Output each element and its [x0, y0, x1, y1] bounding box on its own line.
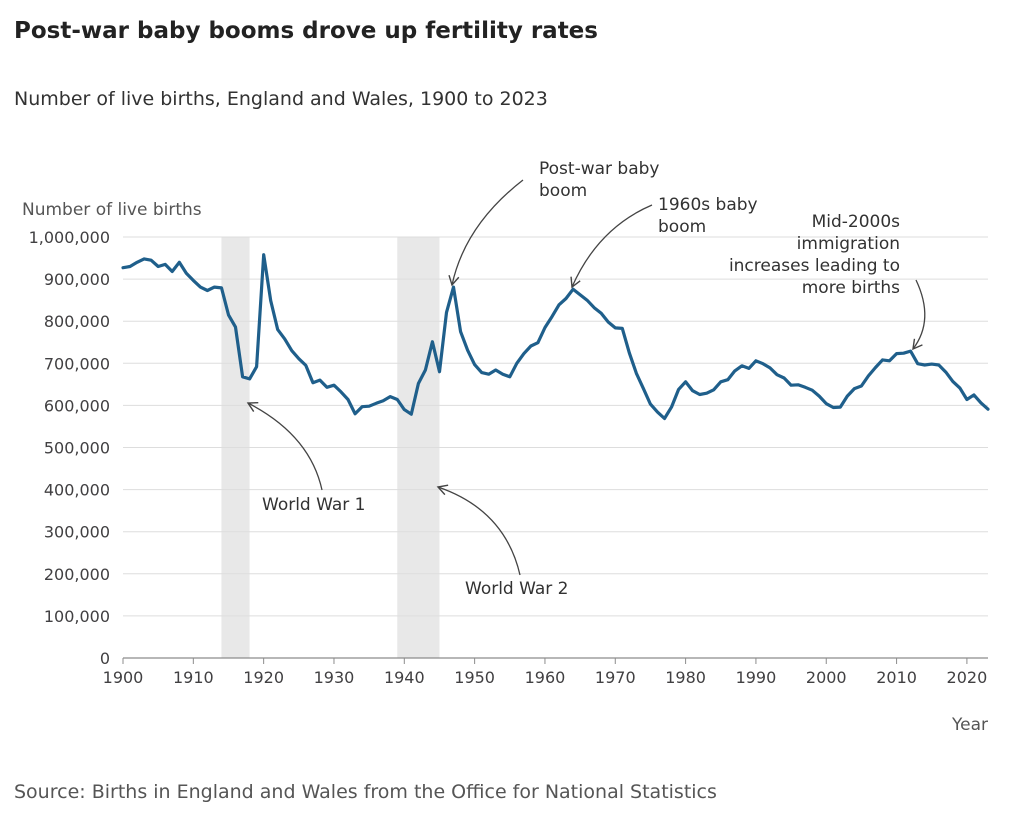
annotation-line: boom [539, 181, 587, 201]
x-tick-label: 1910 [173, 668, 214, 687]
annotation-label: World War 2 [465, 579, 568, 599]
y-tick-label: 0 [100, 649, 110, 668]
annotation-line: immigration [797, 234, 900, 254]
y-tick-label: 400,000 [44, 481, 110, 500]
line-chart: 0 100,000 200,000 300,000 400,000 500,000 600,… [22, 159, 990, 735]
y-tick-label: 800,000 [44, 312, 110, 331]
y-axis-label: Number of live births [22, 200, 202, 220]
x-axis-label: Year [951, 715, 988, 735]
y-tick-label: 300,000 [44, 523, 110, 542]
annotation-line: Mid-2000s [812, 212, 901, 232]
y-tick-label: 100,000 [44, 607, 110, 626]
y-tick-label: 700,000 [44, 354, 110, 373]
annotation-arrow [570, 204, 653, 289]
x-tick-label: 1990 [736, 668, 777, 687]
chart-subtitle: Number of live births, England and Wales… [14, 88, 548, 110]
x-tick-label: 1960 [525, 668, 566, 687]
annotation-arrow [448, 179, 524, 287]
annotation-arrow [246, 401, 323, 491]
annotation-label: 1960s baby boom [658, 195, 758, 237]
y-tick-label: 600,000 [44, 396, 110, 415]
x-tick-label: 1970 [595, 668, 636, 687]
annotation-label: Post-war baby boom [539, 159, 659, 201]
x-tick-label: 2010 [876, 668, 917, 687]
annotation-label: Mid-2000s immigration increases leading to… [729, 212, 900, 298]
x-tick-label: 1940 [384, 668, 425, 687]
annotation-label: World War 1 [262, 495, 365, 515]
source-note: Source: Births in England and Wales from… [14, 781, 717, 803]
annotation-line: Post-war baby [539, 159, 659, 179]
x-tick-label: 1950 [454, 668, 495, 687]
x-tick-label: 1900 [103, 668, 144, 687]
annotation-line: boom [658, 217, 706, 237]
annotation-arrow [912, 279, 926, 351]
y-tick-label: 900,000 [44, 270, 110, 289]
chart-title: Post-war baby booms drove up fertility r… [14, 18, 598, 44]
x-tick-label: 1920 [243, 668, 284, 687]
x-tick-label: 1980 [665, 668, 706, 687]
y-tick-label: 200,000 [44, 565, 110, 584]
x-tick-label: 2000 [806, 668, 847, 687]
y-tick-label: 1,000,000 [29, 228, 110, 247]
series-line [121, 253, 990, 421]
annotation-line: more births [802, 278, 900, 298]
y-tick-label: 500,000 [44, 439, 110, 458]
annotation-arrow [436, 484, 521, 576]
annotation-line: World War 1 [262, 495, 365, 515]
x-tick-label: 2020 [947, 668, 988, 687]
annotation-line: World War 2 [465, 579, 568, 599]
x-tick-label: 1930 [314, 668, 355, 687]
annotation-line: 1960s baby [658, 195, 758, 215]
annotation-line: increases leading to [729, 256, 900, 276]
